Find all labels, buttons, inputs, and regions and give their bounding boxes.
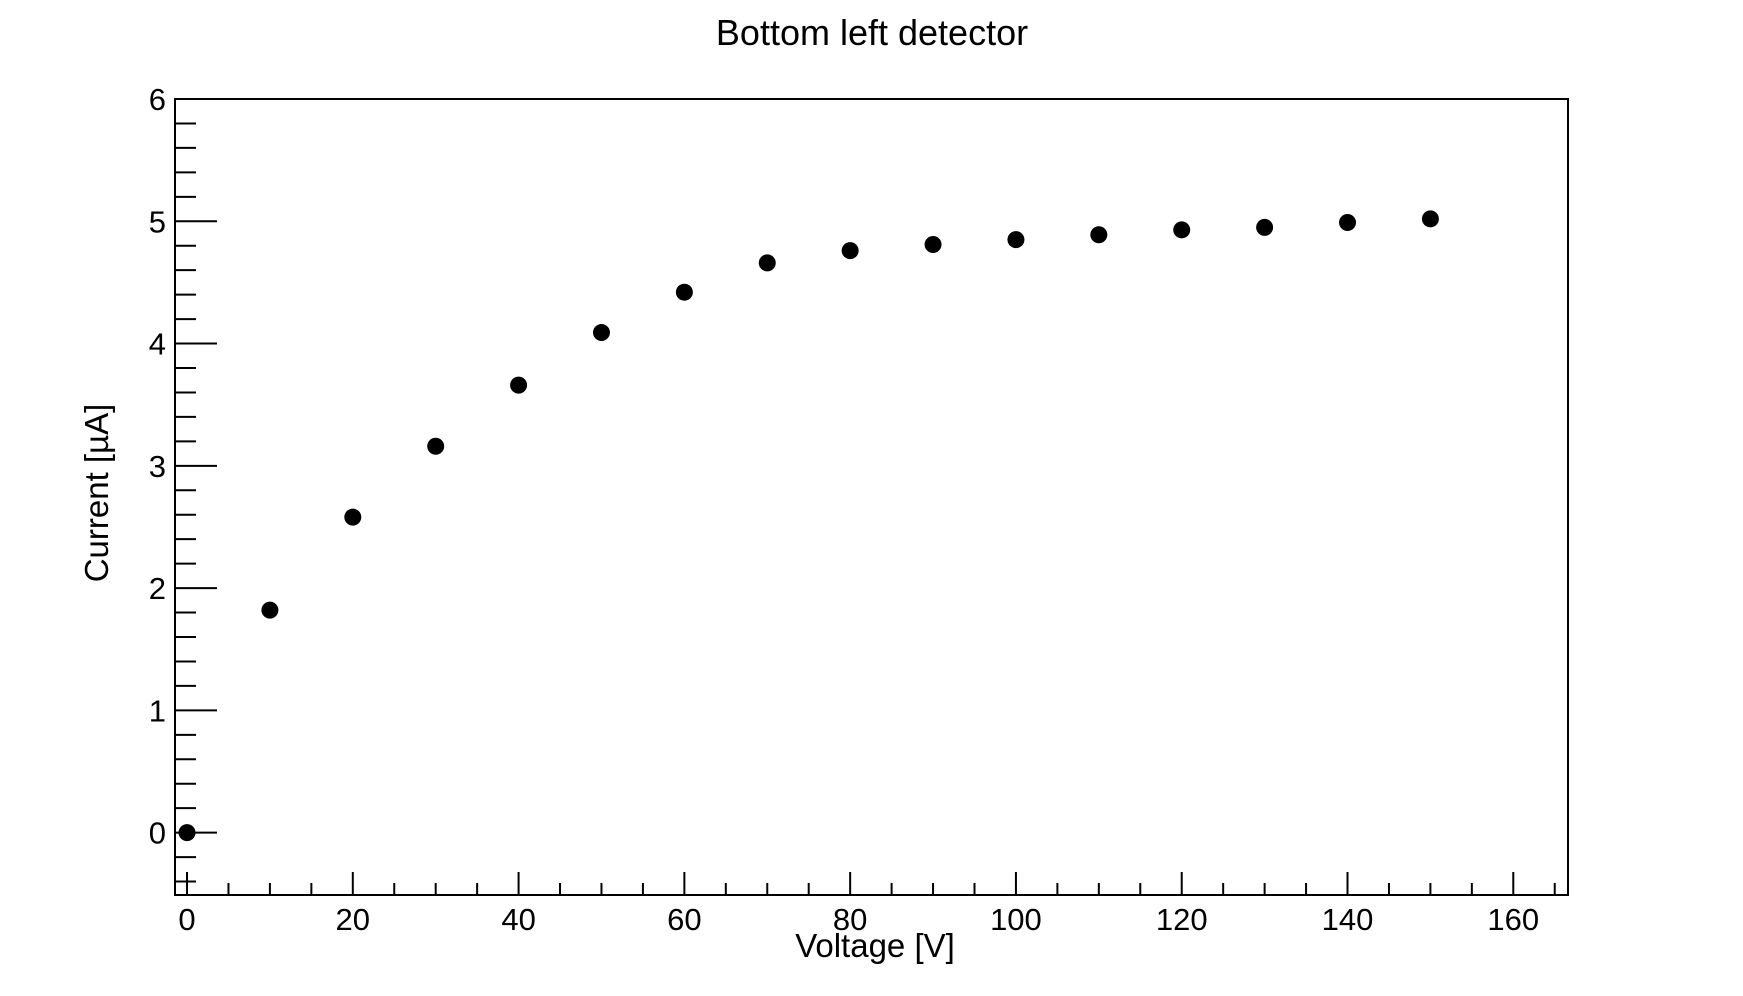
x-tick-label: 140 xyxy=(1322,902,1374,937)
x-axis-title: Voltage [V] xyxy=(795,927,955,964)
data-point xyxy=(178,824,196,842)
data-point xyxy=(1173,221,1191,239)
data-point xyxy=(1339,213,1357,231)
data-point xyxy=(510,376,528,394)
data-point xyxy=(758,254,776,272)
x-tick-label: 40 xyxy=(501,902,535,937)
x-tick-label: 60 xyxy=(667,902,701,937)
y-tick-label: 5 xyxy=(149,204,166,239)
data-point xyxy=(841,242,859,260)
y-tick-label: 6 xyxy=(149,82,166,117)
y-axis-title: Current [µA] xyxy=(78,404,115,583)
data-points-layer xyxy=(178,210,1439,842)
data-point xyxy=(1090,226,1108,244)
x-tick-label: 80 xyxy=(833,902,867,937)
plot-frame xyxy=(174,98,1569,896)
data-point xyxy=(1421,210,1439,228)
data-point xyxy=(675,283,693,301)
x-tick-label: 100 xyxy=(990,902,1042,937)
x-tick-label: 20 xyxy=(336,902,370,937)
y-tick-label: 0 xyxy=(149,816,166,851)
y-tick-label: 1 xyxy=(149,693,166,728)
data-point xyxy=(261,601,279,619)
chart-title: Bottom left detector xyxy=(716,12,1028,53)
data-point xyxy=(592,324,610,342)
x-tick-label: 0 xyxy=(178,902,195,937)
y-tick-label: 4 xyxy=(149,327,166,362)
x-tick-label: 120 xyxy=(1156,902,1208,937)
y-tick-label: 3 xyxy=(149,449,166,484)
tick-labels-layer: 0 20 40 60 80 100 120 140 160 0 1 2 3 4 5 6 xyxy=(149,82,1539,937)
data-point xyxy=(1007,231,1025,249)
data-point xyxy=(1256,218,1274,236)
data-point xyxy=(427,437,445,455)
y-tick-label: 2 xyxy=(149,571,166,606)
data-point xyxy=(344,508,362,526)
x-tick-label: 160 xyxy=(1487,902,1539,937)
data-point xyxy=(924,236,942,254)
